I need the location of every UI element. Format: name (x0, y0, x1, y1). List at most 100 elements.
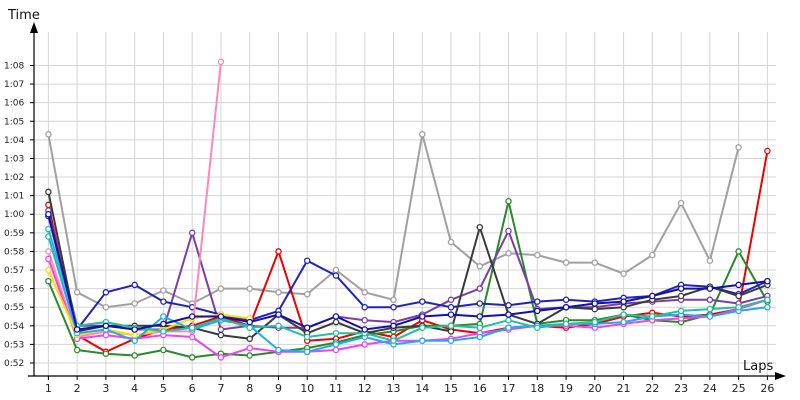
y-tick-label: 0:55 (4, 303, 24, 313)
y-tick-label: 1:07 (4, 80, 24, 90)
data-point (45, 277, 52, 285)
data-point (534, 307, 541, 315)
data-point (332, 272, 340, 279)
series-0 (45, 131, 742, 311)
data-point (476, 324, 484, 331)
data-point (505, 324, 512, 331)
data-point (562, 320, 570, 328)
gridlines (30, 32, 776, 380)
data-point (275, 248, 282, 255)
y-tick-label: 0:53 (4, 340, 24, 350)
data-point (390, 296, 397, 304)
data-point (45, 255, 52, 263)
x-tick-label: 15 (444, 382, 458, 395)
data-point (188, 354, 196, 361)
data-point (361, 289, 368, 296)
data-point (764, 277, 771, 285)
y-axis-title: Time (7, 8, 40, 23)
data-point (332, 266, 340, 274)
x-tick-label: 10 (300, 382, 314, 395)
data-point (246, 335, 253, 343)
data-point (476, 333, 484, 341)
x-axis-title: Laps (743, 359, 773, 374)
data-point (447, 328, 455, 335)
series-line (47, 269, 250, 337)
x-tick-label: 16 (473, 382, 487, 395)
data-point (45, 210, 52, 218)
data-point (131, 326, 138, 333)
x-tick-label: 22 (645, 382, 659, 395)
data-point (332, 346, 340, 354)
x-tick-label: 14 (415, 382, 429, 395)
data-point (505, 316, 512, 324)
data-point (505, 311, 512, 318)
data-point (45, 225, 52, 233)
data-point (677, 292, 685, 300)
data-point (419, 298, 426, 305)
x-tick-label: 7 (217, 382, 224, 395)
y-tick-label: 0:56 (4, 285, 24, 295)
data-point (73, 289, 81, 296)
data-point (419, 313, 426, 320)
x-tick-label: 11 (329, 382, 343, 395)
x-tick-label: 18 (530, 382, 544, 395)
data-point (131, 331, 138, 339)
data-point (390, 322, 397, 330)
data-point (505, 197, 512, 205)
x-tick-label: 1 (45, 382, 52, 395)
series-lines (45, 58, 771, 361)
data-point (303, 290, 311, 298)
data-point (706, 296, 714, 304)
data-point (275, 322, 282, 330)
data-point (534, 251, 541, 259)
data-point (447, 322, 455, 330)
data-point (131, 352, 138, 359)
data-point (447, 296, 455, 304)
x-tick-label: 6 (189, 382, 196, 395)
data-point (188, 333, 196, 341)
x-tick-label: 2 (74, 382, 81, 395)
series-line (47, 200, 769, 359)
data-point (706, 313, 714, 320)
data-point (303, 324, 311, 331)
data-point (649, 251, 656, 259)
data-point (160, 287, 167, 294)
y-tick-label: 0:54 (4, 322, 24, 332)
data-point (764, 296, 771, 304)
data-point (332, 313, 340, 320)
data-point (620, 270, 627, 277)
data-point (591, 305, 599, 313)
data-point (476, 300, 484, 307)
data-point (706, 305, 714, 313)
data-point (476, 263, 484, 270)
data-point (131, 281, 138, 289)
data-point (45, 248, 52, 255)
data-point (419, 131, 426, 138)
data-point (102, 322, 110, 330)
data-point (735, 281, 742, 289)
data-point (677, 199, 685, 207)
data-point (505, 250, 512, 257)
data-point (188, 324, 196, 331)
data-point (649, 313, 656, 320)
y-tick-label: 1:02 (4, 173, 24, 183)
data-point (303, 333, 311, 341)
data-point (735, 292, 742, 300)
data-point (160, 346, 167, 354)
series-line (47, 228, 768, 342)
y-tick-label: 1:04 (4, 136, 24, 146)
data-point (591, 300, 599, 307)
axes (28, 22, 786, 380)
data-point (735, 303, 742, 311)
data-point (73, 326, 81, 333)
data-point (246, 344, 253, 352)
data-point (735, 144, 742, 151)
data-point (764, 147, 771, 155)
data-point (246, 318, 253, 326)
data-point (419, 337, 426, 344)
data-point (419, 324, 426, 331)
x-tick-labels: 1 2 3 4 5 6 7 8 9 10 11 12 13 14 15 16 17 18 19 20 21 22 23 24 2… (45, 382, 774, 395)
data-point (361, 303, 368, 311)
data-point (188, 313, 196, 320)
data-point (102, 350, 110, 357)
